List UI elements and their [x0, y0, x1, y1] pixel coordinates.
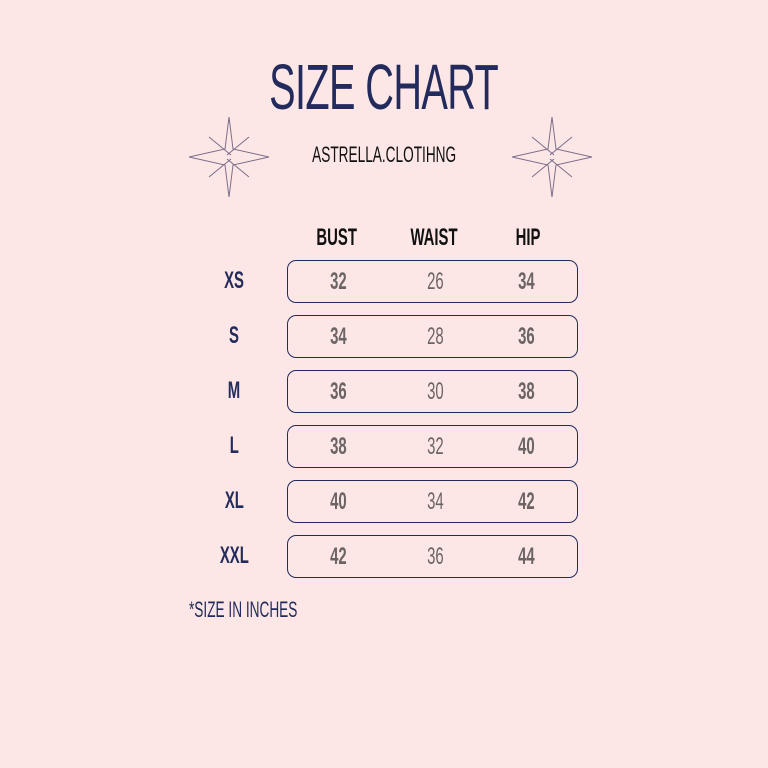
- bust-value: 38: [329, 433, 347, 460]
- bust-value: 36: [329, 378, 347, 405]
- size-label: S: [229, 322, 239, 349]
- bust-value: 42: [329, 543, 347, 570]
- table-row: 34 28 36: [287, 315, 578, 358]
- column-header-bust: BUST: [316, 224, 358, 251]
- size-label: XXL: [219, 542, 249, 569]
- bust-value: 32: [329, 268, 347, 295]
- column-header-hip: HIP: [515, 224, 541, 251]
- bust-value: 40: [329, 488, 347, 515]
- size-label: XL: [224, 487, 244, 514]
- size-label: M: [227, 377, 241, 404]
- table-row: 36 30 38: [287, 370, 578, 413]
- table-row: 40 34 42: [287, 480, 578, 523]
- brand-name: ASTRELLA.CLOTIHNG: [311, 142, 457, 167]
- size-label: XS: [224, 267, 244, 294]
- hip-value: 40: [517, 433, 535, 460]
- column-header-waist: WAIST: [410, 224, 458, 251]
- sparkle-star-icon: [189, 117, 269, 197]
- table-row: 42 36 44: [287, 535, 578, 578]
- hip-value: 34: [517, 268, 535, 295]
- hip-value: 36: [517, 323, 535, 350]
- hip-value: 38: [517, 378, 535, 405]
- size-note: *SIZE IN INCHES: [189, 597, 298, 622]
- table-row: 32 26 34: [287, 260, 578, 303]
- size-label: L: [229, 432, 239, 459]
- waist-value: 36: [426, 543, 444, 570]
- waist-value: 26: [426, 268, 444, 295]
- hip-value: 44: [517, 543, 535, 570]
- waist-value: 32: [426, 433, 444, 460]
- waist-value: 34: [426, 488, 444, 515]
- waist-value: 28: [426, 323, 444, 350]
- bust-value: 34: [329, 323, 347, 350]
- sparkle-star-icon: [512, 117, 592, 197]
- waist-value: 30: [426, 378, 444, 405]
- page-title: SIZE CHART: [269, 51, 500, 123]
- table-row: 38 32 40: [287, 425, 578, 468]
- hip-value: 42: [517, 488, 535, 515]
